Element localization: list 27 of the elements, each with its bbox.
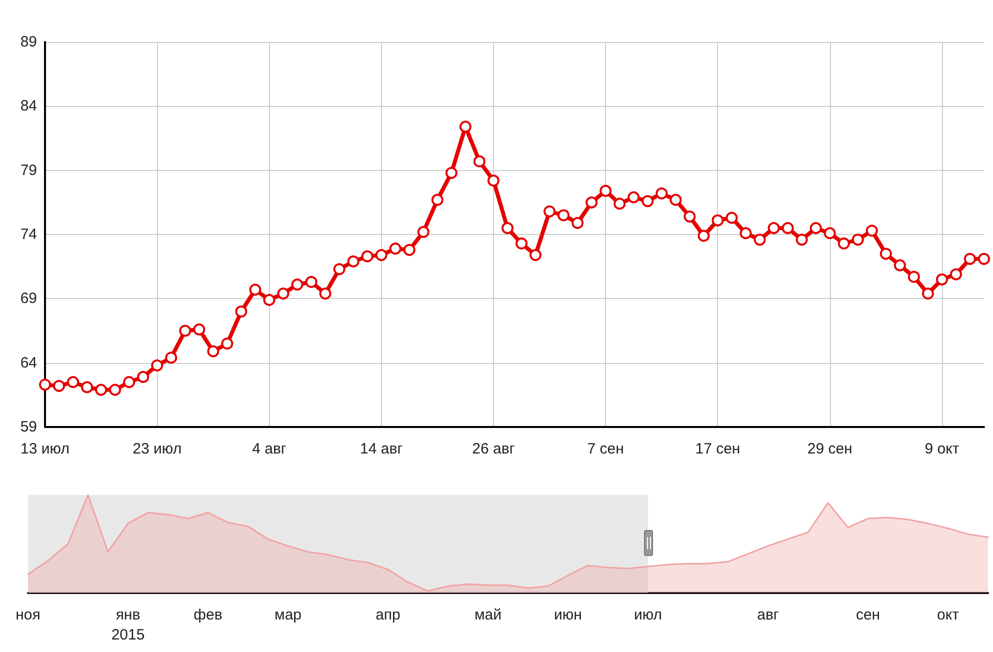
x-tick-label: 23 июл [132, 440, 182, 458]
x-tick-label: 13 июл [20, 440, 70, 458]
x-tick-label: апр [376, 606, 400, 624]
x-tick-label: янв 2015 [111, 606, 145, 644]
y-tick-label: 74 [20, 226, 37, 243]
x-tick-label: июл [634, 606, 662, 624]
y-tick-label: 59 [20, 418, 37, 436]
x-tick-label: 4 авг [252, 440, 287, 458]
y-tick-label: 79 [20, 162, 37, 179]
x-tick-label: 7 сен [587, 440, 624, 458]
x-tick-label: сен [856, 606, 880, 624]
y-tick-label: 64 [20, 354, 37, 372]
x-tick-label: июн [554, 606, 582, 624]
x-tick-label: 29 сен [807, 440, 852, 458]
x-tick-label: окт [937, 606, 960, 624]
x-tick-label: 17 сен [695, 440, 740, 458]
x-tick-label: май [474, 606, 502, 624]
x-tick-label: 26 авг [472, 440, 516, 458]
x-tick-label: авг [757, 606, 780, 624]
y-tick-label: 84 [20, 98, 37, 115]
x-tick-label: мар [274, 606, 302, 624]
x-tick-label: ноя [16, 606, 40, 624]
x-tick-label: 9 окт [924, 440, 960, 458]
y-tick-label: 89 [20, 34, 37, 50]
x-tick-label: фев [194, 606, 222, 624]
y-tick-label: 69 [20, 290, 37, 308]
x-tick-label: 14 авг [360, 440, 404, 458]
